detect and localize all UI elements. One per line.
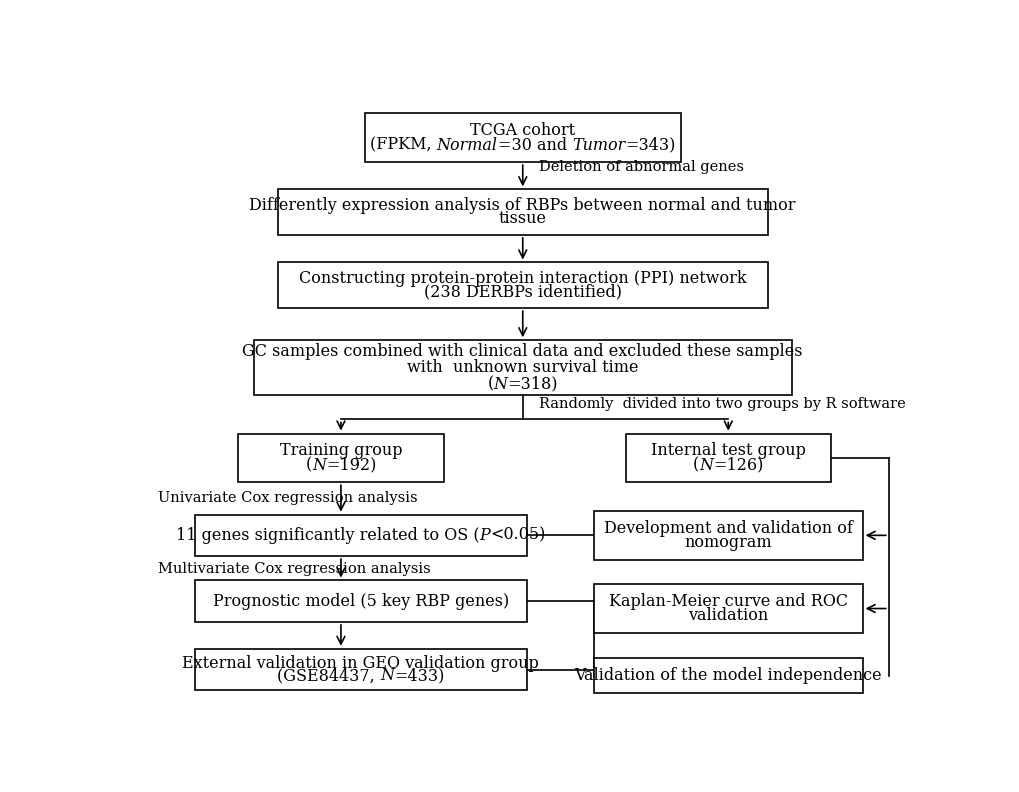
Text: (: ( <box>692 457 699 474</box>
FancyBboxPatch shape <box>238 433 443 482</box>
Text: Univariate Cox regression analysis: Univariate Cox regression analysis <box>157 490 417 505</box>
Text: with  unknown survival time: with unknown survival time <box>407 359 638 376</box>
Text: Normal: Normal <box>436 136 497 154</box>
Text: Deletion of abnormal genes: Deletion of abnormal genes <box>538 160 743 174</box>
Text: P: P <box>479 527 490 544</box>
Text: =126): =126) <box>712 457 763 474</box>
Text: =30 and: =30 and <box>497 136 572 154</box>
Text: nomogram: nomogram <box>684 534 771 551</box>
Text: N: N <box>379 667 393 684</box>
FancyBboxPatch shape <box>195 581 526 622</box>
FancyBboxPatch shape <box>254 341 791 395</box>
FancyBboxPatch shape <box>593 584 862 633</box>
Text: TCGA cohort: TCGA cohort <box>470 122 575 139</box>
Text: (FPKM,: (FPKM, <box>370 136 436 154</box>
Text: Differently expression analysis of RBPs between normal and tumor: Differently expression analysis of RBPs … <box>250 196 795 214</box>
Text: Development and validation of: Development and validation of <box>603 520 852 536</box>
Text: (: ( <box>487 375 493 393</box>
Text: Constructing protein-protein interaction (PPI) network: Constructing protein-protein interaction… <box>299 270 746 287</box>
Text: =192): =192) <box>325 457 376 474</box>
Text: (238 DERBPs identified): (238 DERBPs identified) <box>423 284 622 301</box>
Text: N: N <box>312 457 325 474</box>
Text: Validation of the model independence: Validation of the model independence <box>574 667 881 684</box>
Text: (: ( <box>306 457 312 474</box>
FancyBboxPatch shape <box>593 658 862 693</box>
Text: Kaplan-Meier curve and ROC: Kaplan-Meier curve and ROC <box>608 592 847 610</box>
Text: Randomly  divided into two groups by R software: Randomly divided into two groups by R so… <box>538 397 905 410</box>
FancyBboxPatch shape <box>625 433 830 482</box>
Text: Multivariate Cox regression analysis: Multivariate Cox regression analysis <box>157 562 430 577</box>
Text: tissue: tissue <box>498 211 546 227</box>
FancyBboxPatch shape <box>593 511 862 560</box>
Text: N: N <box>699 457 712 474</box>
Text: Training group: Training group <box>279 442 401 459</box>
FancyBboxPatch shape <box>365 113 681 162</box>
FancyBboxPatch shape <box>195 515 526 556</box>
FancyBboxPatch shape <box>277 262 767 308</box>
Text: =343): =343) <box>625 136 675 154</box>
Text: N: N <box>493 375 507 393</box>
Text: validation: validation <box>688 607 767 624</box>
Text: GC samples combined with clinical data and excluded these samples: GC samples combined with clinical data a… <box>243 343 802 360</box>
Text: Internal test group: Internal test group <box>650 442 805 459</box>
Text: (GSE84437,: (GSE84437, <box>277 667 379 684</box>
Text: External validation in GEO validation group: External validation in GEO validation gr… <box>182 655 539 672</box>
Text: Tumor: Tumor <box>572 136 625 154</box>
Text: =318): =318) <box>507 375 557 393</box>
FancyBboxPatch shape <box>277 189 767 235</box>
FancyBboxPatch shape <box>195 649 526 691</box>
Text: =433): =433) <box>393 667 444 684</box>
Text: 11 genes significantly related to OS (: 11 genes significantly related to OS ( <box>175 527 479 544</box>
Text: <0.05): <0.05) <box>490 527 545 544</box>
Text: Prognostic model (5 key RBP genes): Prognostic model (5 key RBP genes) <box>212 592 508 610</box>
